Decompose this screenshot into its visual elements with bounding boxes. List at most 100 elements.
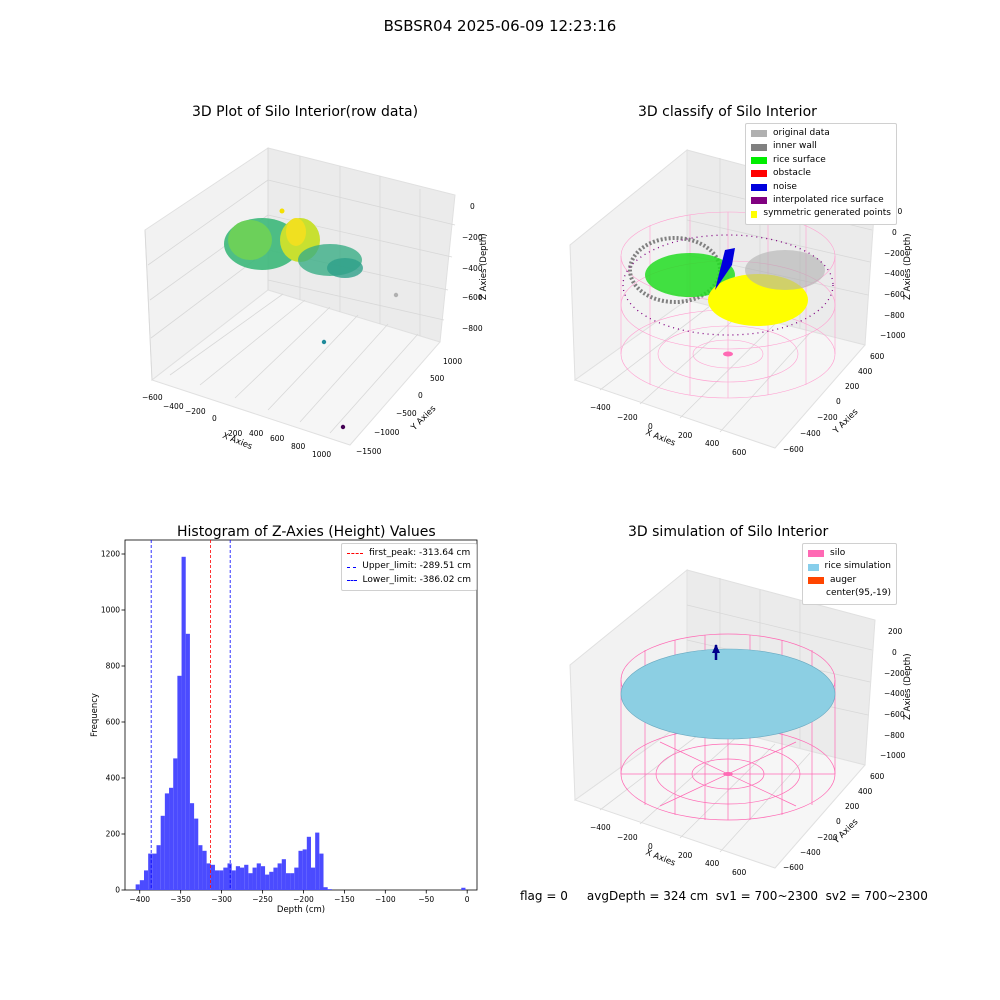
- raw-x-tick: −200: [185, 407, 206, 416]
- raw-z-tick: −400: [462, 264, 483, 273]
- simulation-3d-plot: −400 −200 0 200 400 600 −600 −400 −200 0…: [569, 568, 913, 877]
- histogram-bar: [164, 793, 170, 890]
- histogram-x-tick-label: −300: [211, 895, 232, 904]
- histogram-x-tick-label: 0: [465, 895, 470, 904]
- classify-legend-label: symmetric generated points: [763, 208, 891, 219]
- classify-z-tick: −200: [884, 249, 905, 258]
- raw-y-tick: −1000: [374, 428, 400, 437]
- simulation-legend: silo rice simulation auger center(95,-19): [802, 543, 897, 605]
- raw-z-tick: −800: [462, 324, 483, 333]
- histogram-y-tick-label: 400: [106, 774, 121, 783]
- histogram-bar: [240, 867, 245, 890]
- histogram-legend: first_peak: -313.64 cm Upper_limit: -289.…: [341, 543, 477, 592]
- classify-legend-label: obstacle: [773, 168, 811, 179]
- histogram-bar: [298, 850, 303, 890]
- histogram-x-axis-label: Depth (cm): [277, 905, 325, 915]
- classify-legend: original data inner wall rice surface obsta…: [745, 123, 897, 225]
- simulation-legend-label: rice simulation: [824, 561, 891, 572]
- histogram-y-tick-label: 1000: [101, 606, 120, 615]
- classify-panel-title: 3D classify of Silo Interior: [638, 104, 817, 120]
- histogram-bar: [248, 873, 253, 890]
- simulation-x-axis-label: X Axies: [644, 848, 677, 869]
- simulation-x-tick: 400: [705, 859, 720, 868]
- classify-legend-label: interpolated rice surface: [773, 195, 884, 206]
- histogram-bar: [177, 675, 182, 890]
- classify-x-tick: 0: [648, 422, 653, 431]
- histogram-bar: [143, 870, 149, 890]
- simulation-z-tick: 0: [892, 648, 897, 657]
- figure-title: BSBSR04 2025-06-09 12:23:16: [383, 17, 617, 35]
- histogram-y-tick-label: 800: [106, 662, 121, 671]
- raw-x-tick: 800: [291, 442, 306, 451]
- raw-x-tick: 400: [249, 429, 264, 438]
- histogram-bar: [302, 849, 307, 890]
- histogram-bar: [181, 556, 186, 890]
- histogram-bar: [214, 870, 220, 890]
- classify-z-tick: −400: [884, 269, 905, 278]
- simulation-z-tick: −600: [884, 710, 905, 719]
- classify-legend-swatch: [751, 130, 767, 138]
- classify-legend-item: rice surface: [751, 154, 891, 167]
- simulation-z-tick: −800: [884, 731, 905, 740]
- simulation-legend-swatch: [808, 590, 820, 597]
- simulation-legend-swatch: [808, 577, 824, 585]
- histogram-bar: [185, 633, 190, 890]
- simulation-y-tick: 600: [870, 772, 885, 781]
- histogram-x-tick-label: −250: [252, 895, 273, 904]
- histogram-bar: [135, 884, 140, 890]
- classify-z-axis-label: Z Axies (Depth): [903, 233, 913, 300]
- histogram-y-tick-label: 200: [106, 830, 121, 839]
- simulation-legend-item: silo: [808, 547, 891, 560]
- classify-legend-swatch: [751, 170, 767, 178]
- histogram-y-tick-label: 0: [115, 886, 120, 895]
- histogram-legend-line: [347, 580, 357, 582]
- histogram-bar: [152, 853, 157, 890]
- classify-y-tick: −600: [783, 445, 804, 454]
- simulation-y-tick: 200: [845, 802, 860, 811]
- raw-y-tick: 500: [430, 374, 445, 383]
- classify-x-tick: 400: [705, 439, 720, 448]
- classify-legend-swatch: [751, 197, 767, 205]
- simulation-x-tick: 200: [678, 851, 693, 860]
- simulation-legend-item: rice simulation: [808, 560, 891, 573]
- histogram-legend-line: [347, 566, 357, 568]
- histogram-bar: [219, 870, 224, 890]
- histogram-legend-line: [347, 553, 363, 555]
- histogram-bar: [160, 815, 165, 890]
- simulation-z-tick: −1000: [880, 751, 906, 760]
- histogram-bar: [294, 867, 299, 890]
- classify-x-tick: 600: [732, 448, 747, 457]
- simulation-y-tick: −400: [800, 848, 821, 857]
- histogram-x-tick-label: −50: [418, 895, 434, 904]
- histogram-legend-label: Upper_limit: -289.51 cm: [362, 561, 471, 572]
- simulation-y-tick: −600: [783, 863, 804, 872]
- classify-legend-swatch: [751, 183, 767, 191]
- histogram-bar: [198, 845, 203, 890]
- histogram-bar: [260, 866, 266, 890]
- histogram-bar: [202, 850, 207, 890]
- classify-x-tick: −200: [617, 413, 638, 422]
- histogram-bar: [461, 887, 466, 890]
- histogram-bar: [252, 867, 257, 890]
- histogram-bar: [327, 889, 332, 890]
- simulation-z-axis-label: Z Axies (Depth): [903, 653, 913, 720]
- classify-3d-plot: −400 −200 0 200 400 600 −600 −400 −200 0…: [569, 148, 913, 457]
- raw-panel-title: 3D Plot of Silo Interior(row data): [192, 104, 419, 120]
- histogram-bar: [223, 867, 228, 890]
- classify-legend-swatch: [751, 210, 758, 218]
- simulation-z-tick: 200: [888, 627, 903, 636]
- classify-legend-swatch: [751, 143, 767, 151]
- histogram-bar: [169, 787, 174, 890]
- histogram-y-axis-label: Frequency: [90, 693, 100, 737]
- raw-z-tick: −600: [462, 293, 483, 302]
- histogram-legend-item: first_peak: -313.64 cm: [347, 547, 471, 560]
- histogram-legend-label: first_peak: -313.64 cm: [369, 548, 471, 558]
- simulation-y-tick: 0: [836, 817, 841, 826]
- histogram-bar: [315, 832, 320, 890]
- classify-y-tick: −200: [817, 413, 838, 422]
- histogram-bar: [206, 863, 211, 890]
- classify-legend-item: original data: [751, 127, 891, 140]
- raw-x-tick: 600: [270, 434, 285, 443]
- histogram-legend-item: Upper_limit: -289.51 cm: [347, 560, 471, 573]
- classify-legend-item: noise: [751, 181, 891, 194]
